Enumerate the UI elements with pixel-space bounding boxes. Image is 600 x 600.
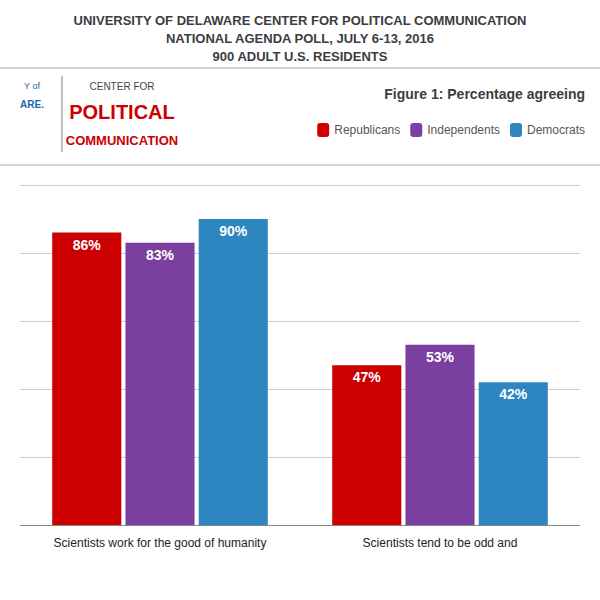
svg-text:Republicans: Republicans [334,123,400,137]
svg-text:Figure 1: Percentage agreeing: Figure 1: Percentage agreeing [384,86,585,102]
svg-text:UNIVERSITY OF DELAWARE CENTER: UNIVERSITY OF DELAWARE CENTER FOR POLITI… [74,13,527,28]
svg-text:Independents: Independents [427,123,500,137]
svg-text:NATIONAL AGENDA POLL, JULY 6-1: NATIONAL AGENDA POLL, JULY 6-13, 2016 [166,31,434,46]
svg-text:ARE.: ARE. [20,99,44,110]
svg-text:47%: 47% [353,369,382,385]
svg-text:CENTER FOR: CENTER FOR [90,81,155,92]
svg-text:42%: 42% [499,386,528,402]
svg-text:COMMUNICATION: COMMUNICATION [66,133,178,148]
svg-text:Scientists work for the good o: Scientists work for the good of humanity [54,536,267,550]
svg-text:Y of: Y of [24,81,40,91]
svg-text:90%: 90% [219,223,248,239]
svg-text:POLITICAL: POLITICAL [69,101,175,123]
svg-text:53%: 53% [426,349,455,365]
svg-text:900 ADULT U.S. RESIDENTS: 900 ADULT U.S. RESIDENTS [213,49,388,64]
svg-text:83%: 83% [146,247,175,263]
svg-text:Scientists tend to be odd and: Scientists tend to be odd and [363,536,518,550]
svg-text:Democrats: Democrats [527,123,585,137]
svg-text:86%: 86% [73,237,102,253]
